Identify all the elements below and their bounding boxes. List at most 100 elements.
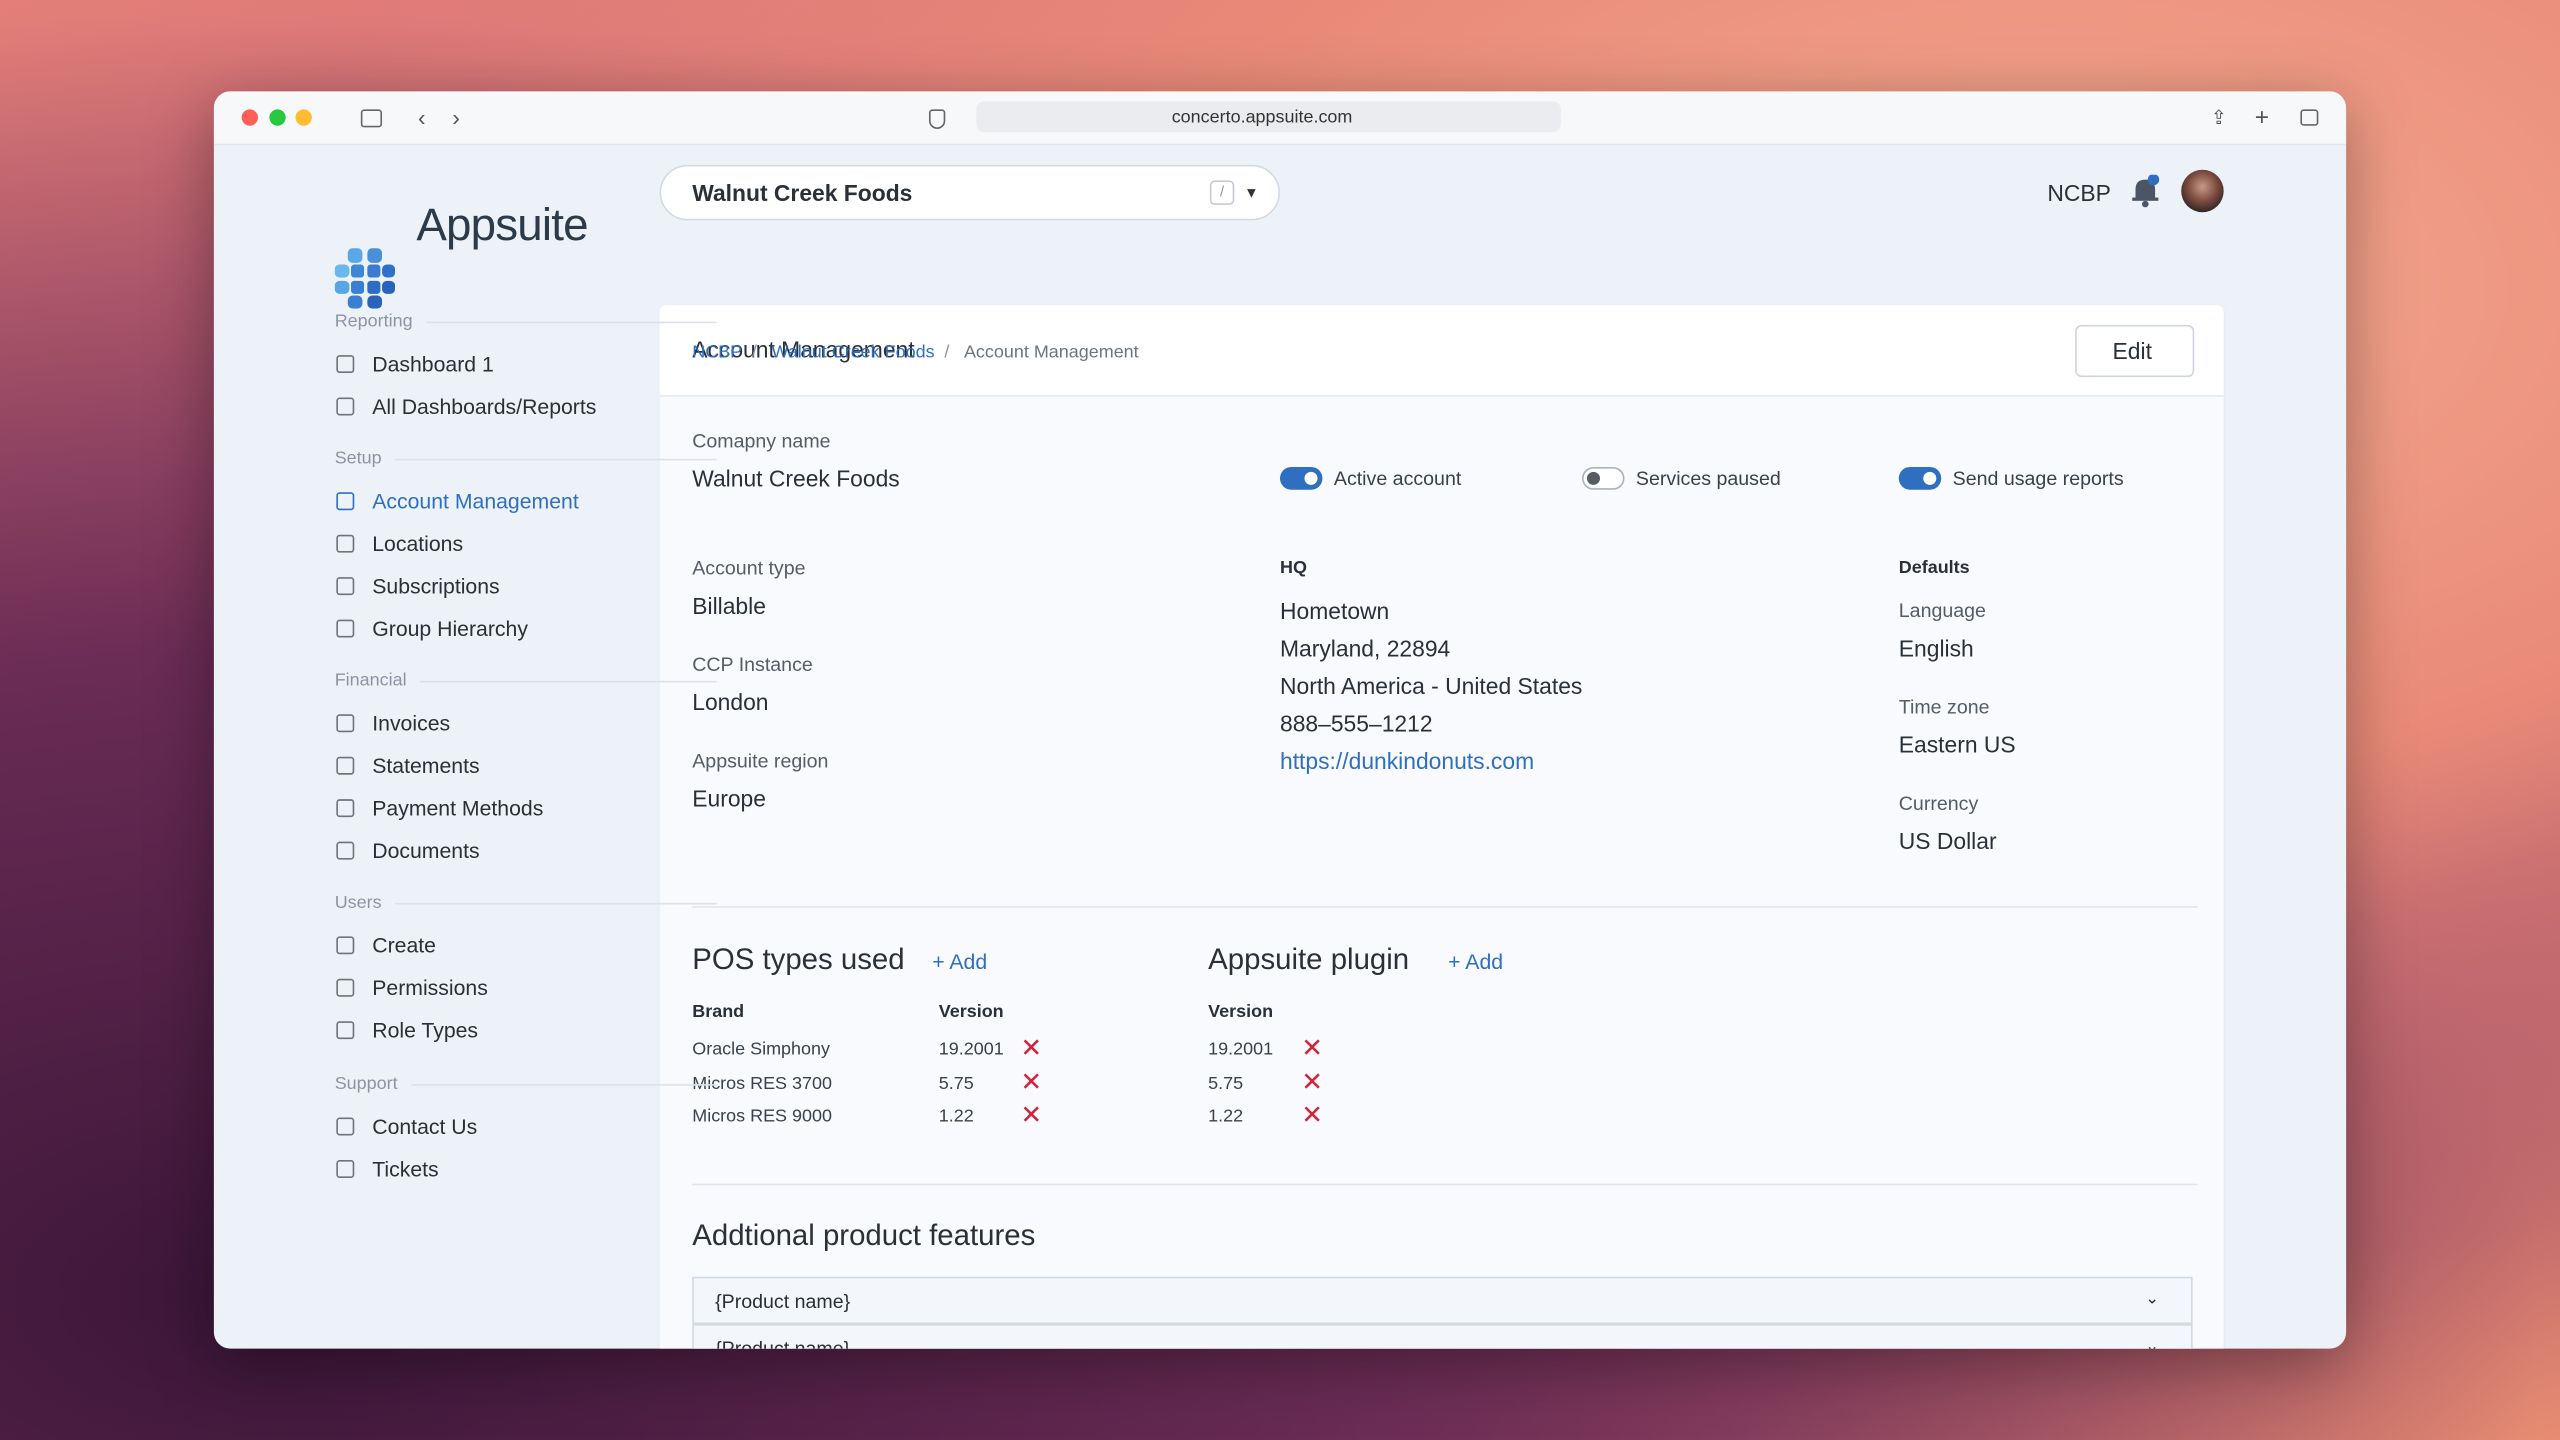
column-header: Version (938, 1002, 1004, 1023)
field-value: Europe (692, 785, 766, 812)
sidebar-icon (336, 492, 355, 511)
sidebar-icon (336, 936, 355, 955)
sidebar-icon (336, 714, 355, 733)
sidebar-link[interactable]: Create (372, 933, 436, 958)
close-button[interactable] (241, 109, 258, 126)
dropdown-caret[interactable]: ▼ (1244, 184, 1259, 201)
remove-button[interactable]: ✕ (1301, 1035, 1324, 1063)
sidebar-link[interactable]: Permissions (372, 975, 488, 1000)
share-button[interactable]: ⇪ (2210, 106, 2228, 129)
table-cell: 5.75 (1208, 1073, 1244, 1094)
sidebar-link[interactable]: Dashboard 1 (372, 351, 494, 377)
sidebar-link[interactable]: Account Management (372, 488, 579, 514)
table-cell: 19.2001 (938, 1039, 1004, 1060)
section-heading: Appsuite plugin (1208, 942, 1410, 976)
sidebar-link[interactable]: Invoices (372, 711, 451, 736)
sidebar-link[interactable]: Locations (372, 531, 464, 556)
breadcrumb-item[interactable]: NCBP (692, 342, 743, 363)
privacy-icon[interactable] (928, 109, 946, 129)
table-cell: 5.75 (938, 1073, 974, 1094)
sidebar-icon (336, 355, 355, 374)
back-button[interactable]: ‹ (417, 104, 426, 131)
sidebar-icon (336, 799, 355, 818)
user-avatar[interactable] (2181, 169, 2224, 213)
accordion-title: {Product name} (715, 1337, 851, 1349)
sidebar-link[interactable]: Documents (372, 838, 480, 863)
table-cell: 1.22 (1208, 1106, 1244, 1127)
add-plugin-button[interactable]: + Add (1448, 949, 1504, 974)
sidebar-icon (336, 1021, 355, 1040)
new-tab-button[interactable]: + (2254, 103, 2270, 132)
sidebar-link[interactable]: Payment Methods (372, 795, 544, 821)
field-label: Comapny name (692, 429, 831, 453)
field-label: Account type (692, 556, 806, 580)
sidebar-rule (419, 680, 717, 683)
sidebar-icon (336, 978, 355, 997)
sidebar-link[interactable]: Statements (372, 753, 480, 778)
table-cell: Micros RES 3700 (692, 1073, 832, 1094)
sidebar-icon (336, 756, 355, 775)
sidebar-section-title: Financial (334, 671, 407, 691)
sidebar-link[interactable]: Group Hierarchy (372, 616, 528, 641)
accordion-row[interactable] (692, 1276, 2193, 1325)
minimize-button[interactable] (295, 109, 312, 126)
zoom-button[interactable] (269, 109, 286, 126)
remove-button[interactable]: ✕ (1020, 1102, 1043, 1130)
sidebar-toggle[interactable] (360, 109, 383, 128)
remove-button[interactable]: ✕ (1020, 1068, 1043, 1097)
add-pos-button[interactable]: + Add (932, 949, 988, 974)
table-cell: 19.2001 (1208, 1039, 1274, 1060)
sidebar-rule (394, 458, 717, 461)
field-value: US Dollar (1898, 827, 1997, 854)
sidebar-link[interactable]: Subscriptions (372, 573, 500, 599)
table-cell: Oracle Simphony (692, 1039, 830, 1060)
table-cell: 1.22 (938, 1106, 974, 1127)
account-selector[interactable] (659, 164, 1280, 221)
sidebar-section-title: Users (334, 893, 382, 913)
forward-button[interactable]: › (452, 104, 460, 131)
sidebar-section-title: Support (334, 1074, 398, 1094)
section-title: Defaults (1898, 558, 1970, 578)
logo-icon (334, 248, 396, 309)
edit-button[interactable] (2075, 324, 2195, 378)
address-bar[interactable] (976, 101, 1561, 133)
browser-window: ‹ › concerto.appsuite.com ⇪ + Appsuite W… (213, 91, 2347, 1349)
sidebar-link[interactable]: Tickets (372, 1156, 439, 1182)
field-label: CCP Instance (692, 653, 813, 676)
remove-button[interactable]: ✕ (1301, 1102, 1324, 1130)
tabs-button[interactable] (2300, 109, 2319, 126)
table-cell: Micros RES 9000 (692, 1106, 832, 1127)
breadcrumb-separator: / (751, 342, 757, 363)
brand-name: Appsuite (416, 199, 588, 250)
section-heading: Addtional product features (692, 1218, 1036, 1252)
accordion-row[interactable] (692, 1324, 2193, 1349)
sidebar-icon (336, 841, 355, 860)
sidebar-link[interactable]: Role Types (372, 1017, 479, 1043)
toggle-label: Services paused (1635, 466, 1781, 490)
section-heading: POS types used (692, 942, 905, 976)
address-line: Maryland, 22894 (1279, 635, 1451, 662)
toggle-knob (1304, 471, 1318, 485)
toggle-label: Send usage reports (1952, 466, 2124, 490)
address-line: 888–555–1212 (1279, 710, 1433, 737)
sidebar-rule (394, 902, 717, 905)
card-title: Account Management (692, 336, 915, 363)
remove-button[interactable]: ✕ (1301, 1068, 1324, 1097)
notifications-button[interactable] (2131, 174, 2160, 208)
sidebar-link[interactable]: Contact Us (372, 1114, 478, 1139)
breadcrumb-item: Account Management (963, 342, 1139, 363)
user-org[interactable]: NCBP (2047, 179, 2111, 206)
account-card: Account Management Edit Comapny name Wal… (659, 305, 2224, 1349)
edit-button-label: Edit (2112, 337, 2152, 365)
breadcrumb-item[interactable]: Walnut Creek Foods (771, 342, 935, 363)
sidebar-icon (336, 397, 355, 416)
field-value: London (692, 688, 769, 716)
sidebar-icon (336, 619, 355, 638)
toggle-knob (1586, 471, 1600, 485)
sidebar-link[interactable]: All Dashboards/Reports (372, 394, 597, 419)
field-value: Billable (692, 592, 766, 619)
remove-button[interactable]: ✕ (1020, 1035, 1043, 1063)
sidebar-icon (336, 1159, 355, 1178)
website-link[interactable]: https://dunkindonuts.com (1279, 747, 1535, 774)
